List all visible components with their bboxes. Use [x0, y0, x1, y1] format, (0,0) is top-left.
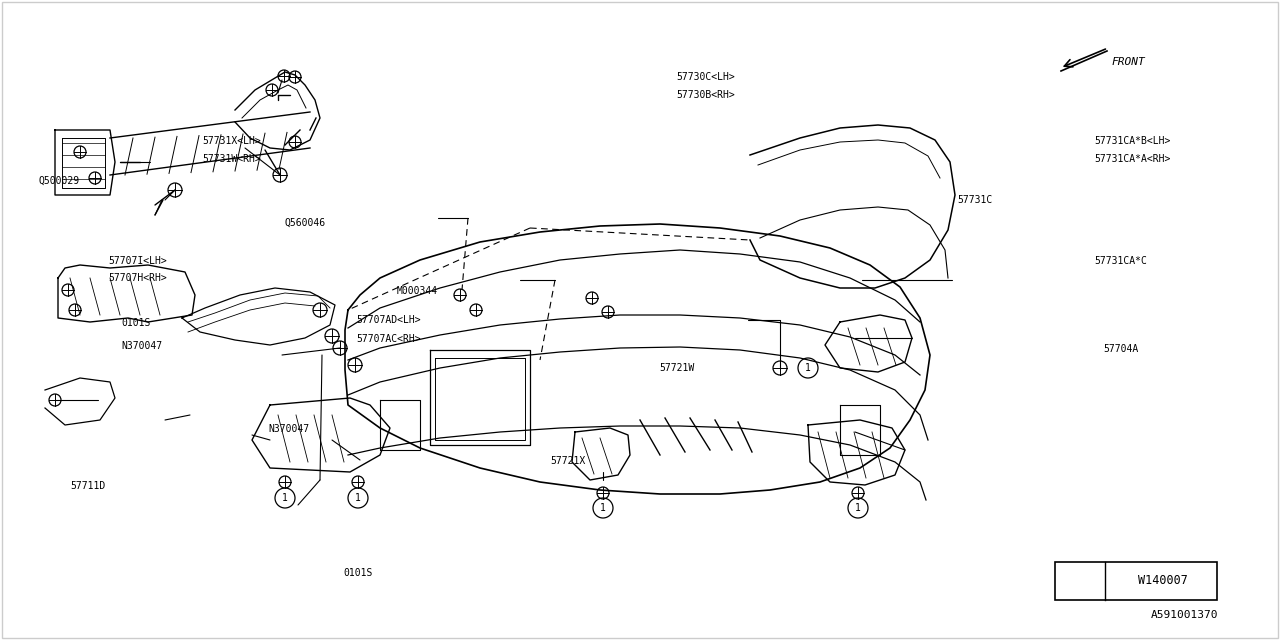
Text: 57731C: 57731C	[957, 195, 993, 205]
Text: 57707H<RH>: 57707H<RH>	[109, 273, 168, 284]
Text: 57730C<LH>: 57730C<LH>	[676, 72, 735, 82]
Text: 0101S: 0101S	[343, 568, 372, 578]
Text: N370047: N370047	[269, 424, 310, 434]
Text: 57731CA*B<LH>: 57731CA*B<LH>	[1094, 136, 1171, 146]
Text: Q560046: Q560046	[284, 218, 325, 228]
Text: 1: 1	[805, 363, 812, 373]
Text: M000344: M000344	[397, 286, 438, 296]
Text: 57721W: 57721W	[659, 363, 695, 373]
Text: 1: 1	[355, 493, 361, 503]
Text: 57711D: 57711D	[70, 481, 106, 492]
Text: FRONT: FRONT	[1112, 57, 1146, 67]
Text: 57731CA*A<RH>: 57731CA*A<RH>	[1094, 154, 1171, 164]
Text: 57704A: 57704A	[1103, 344, 1139, 354]
Text: W140007: W140007	[1138, 575, 1188, 588]
Text: Q500029: Q500029	[38, 175, 79, 186]
Text: 1: 1	[855, 503, 861, 513]
Text: N370047: N370047	[122, 340, 163, 351]
Text: 57721X: 57721X	[550, 456, 586, 466]
Text: 0101S: 0101S	[122, 318, 151, 328]
Text: 1: 1	[1076, 576, 1083, 586]
Text: 57730B<RH>: 57730B<RH>	[676, 90, 735, 100]
Text: 57731X<LH>: 57731X<LH>	[202, 136, 261, 146]
Text: 57707AD<LH>: 57707AD<LH>	[356, 315, 420, 325]
Text: 57731W<RH>: 57731W<RH>	[202, 154, 261, 164]
Text: 1: 1	[600, 503, 605, 513]
Text: 57707I<LH>: 57707I<LH>	[109, 256, 168, 266]
Text: 57707AC<RH>: 57707AC<RH>	[356, 334, 420, 344]
Text: 57731CA*C: 57731CA*C	[1094, 256, 1147, 266]
Text: A591001370: A591001370	[1151, 610, 1219, 620]
Bar	[1055, 562, 1217, 600]
Text: 1: 1	[282, 493, 288, 503]
